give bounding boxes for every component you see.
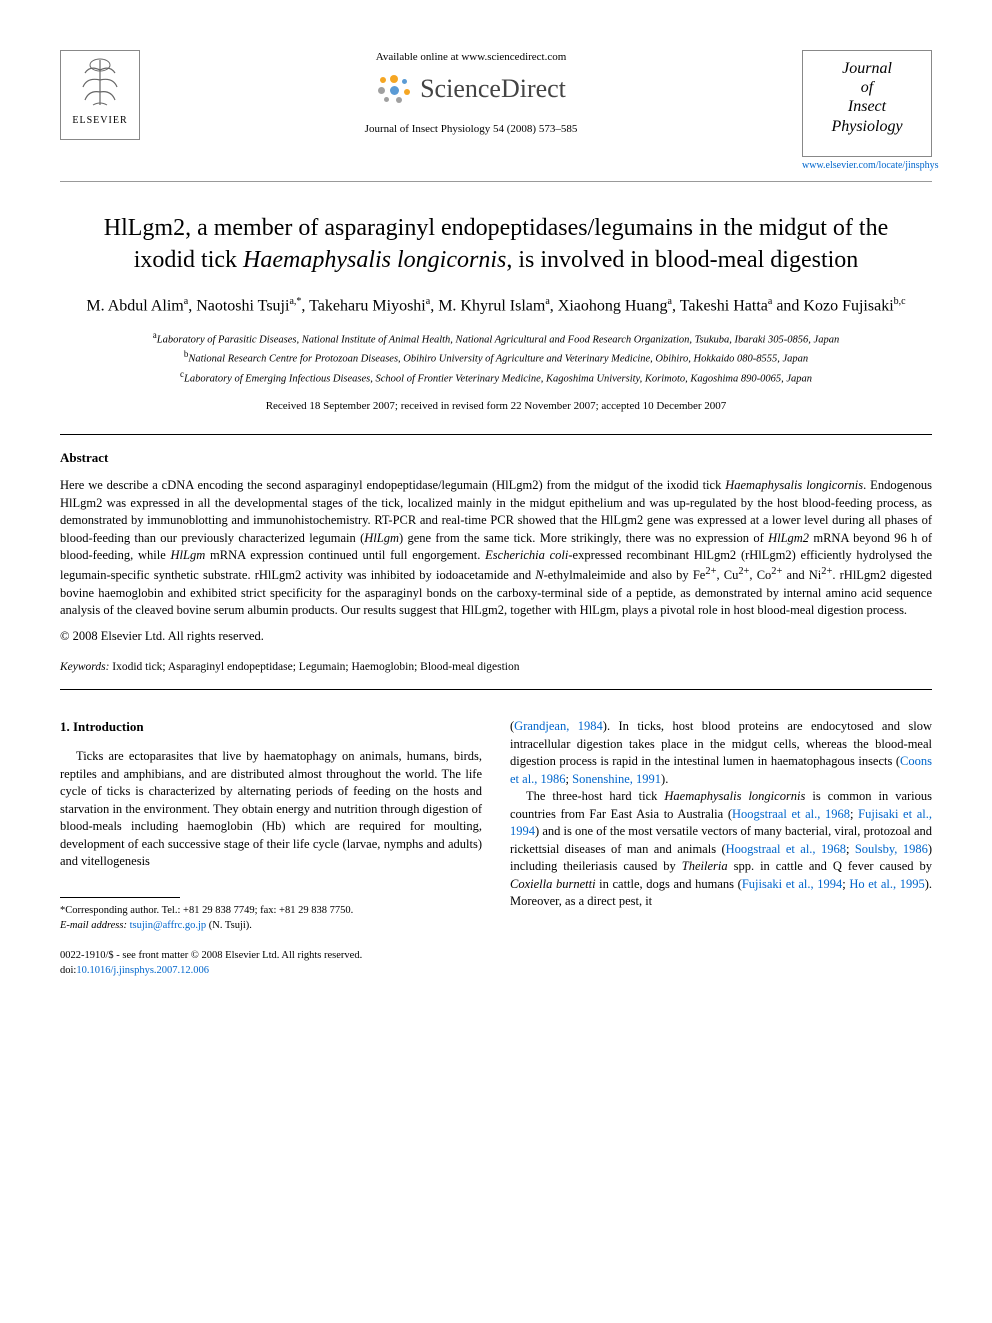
sciencedirect-text: ScienceDirect: [420, 71, 566, 107]
footnote-line: *Corresponding author. Tel.: +81 29 838 …: [60, 904, 482, 919]
journal-title-box: Journal of Insect Physiology www.elsevie…: [802, 50, 932, 173]
doi-line: doi:10.1016/j.jinsphys.2007.12.006: [60, 964, 932, 979]
sciencedirect-logo: ScienceDirect: [160, 71, 782, 107]
page-header: ELSEVIER Available online at www.science…: [60, 50, 932, 173]
front-matter-line: 0022-1910/$ - see front matter © 2008 El…: [60, 949, 932, 964]
email-suffix: (N. Tsuji).: [209, 920, 252, 931]
affiliation-item: aLaboratory of Parasitic Diseases, Natio…: [60, 329, 932, 348]
article-title: HlLgm2, a member of asparaginyl endopept…: [100, 212, 892, 277]
doi-link[interactable]: 10.1016/j.jinsphys.2007.12.006: [76, 965, 209, 976]
doi-label: doi:: [60, 965, 76, 976]
journal-reference: Journal of Insect Physiology 54 (2008) 5…: [160, 122, 782, 137]
footer: 0022-1910/$ - see front matter © 2008 El…: [60, 949, 932, 978]
authors-list: M. Abdul Alima, Naotoshi Tsujia,*, Takeh…: [60, 295, 932, 318]
journal-box-line: Insect: [807, 97, 927, 116]
elsevier-tree-icon: [75, 55, 125, 110]
paragraph: (Grandjean, 1984). In ticks, host blood …: [510, 718, 932, 788]
header-divider: [60, 181, 932, 182]
paragraph: Ticks are ectoparasites that live by hae…: [60, 748, 482, 871]
email-link[interactable]: tsujin@affrc.go.jp: [130, 920, 207, 931]
elsevier-logo: ELSEVIER: [60, 50, 140, 140]
journal-box-line: Journal: [807, 59, 927, 78]
email-label: E-mail address:: [60, 920, 127, 931]
keywords-text: Ixodid tick; Asparaginyl endopeptidase; …: [109, 661, 519, 673]
available-online-text: Available online at www.sciencedirect.co…: [160, 50, 782, 65]
affiliation-item: cLaboratory of Emerging Infectious Disea…: [60, 368, 932, 387]
abstract-top-rule: [60, 434, 932, 435]
affiliation-item: bNational Research Centre for Protozoan …: [60, 348, 932, 367]
left-column: 1. Introduction Ticks are ectoparasites …: [60, 718, 482, 933]
footnote-email-line: E-mail address: tsujin@affrc.go.jp (N. T…: [60, 919, 482, 934]
copyright-line: © 2008 Elsevier Ltd. All rights reserved…: [60, 628, 932, 646]
paragraph: The three-host hard tick Haemaphysalis l…: [510, 788, 932, 911]
corresponding-author-footnote: *Corresponding author. Tel.: +81 29 838 …: [60, 904, 482, 933]
keywords-label: Keywords:: [60, 661, 109, 673]
right-column: (Grandjean, 1984). In ticks, host blood …: [510, 718, 932, 933]
elsevier-label: ELSEVIER: [72, 114, 127, 128]
article-dates: Received 18 September 2007; received in …: [60, 399, 932, 414]
affiliations: aLaboratory of Parasitic Diseases, Natio…: [60, 329, 932, 387]
journal-url-link[interactable]: www.elsevier.com/locate/jinsphys: [802, 159, 932, 173]
center-header: Available online at www.sciencedirect.co…: [140, 50, 802, 137]
abstract-heading: Abstract: [60, 449, 932, 467]
section-heading: 1. Introduction: [60, 718, 482, 736]
journal-box-line: of: [807, 78, 927, 97]
keywords-line: Keywords: Ixodid tick; Asparaginyl endop…: [60, 659, 932, 675]
journal-box-line: Physiology: [807, 117, 927, 136]
sciencedirect-dots-icon: [376, 75, 412, 105]
body-columns: 1. Introduction Ticks are ectoparasites …: [60, 718, 932, 933]
abstract-body: Here we describe a cDNA encoding the sec…: [60, 477, 932, 619]
abstract-bottom-rule: [60, 689, 932, 690]
footnote-separator: [60, 897, 180, 898]
